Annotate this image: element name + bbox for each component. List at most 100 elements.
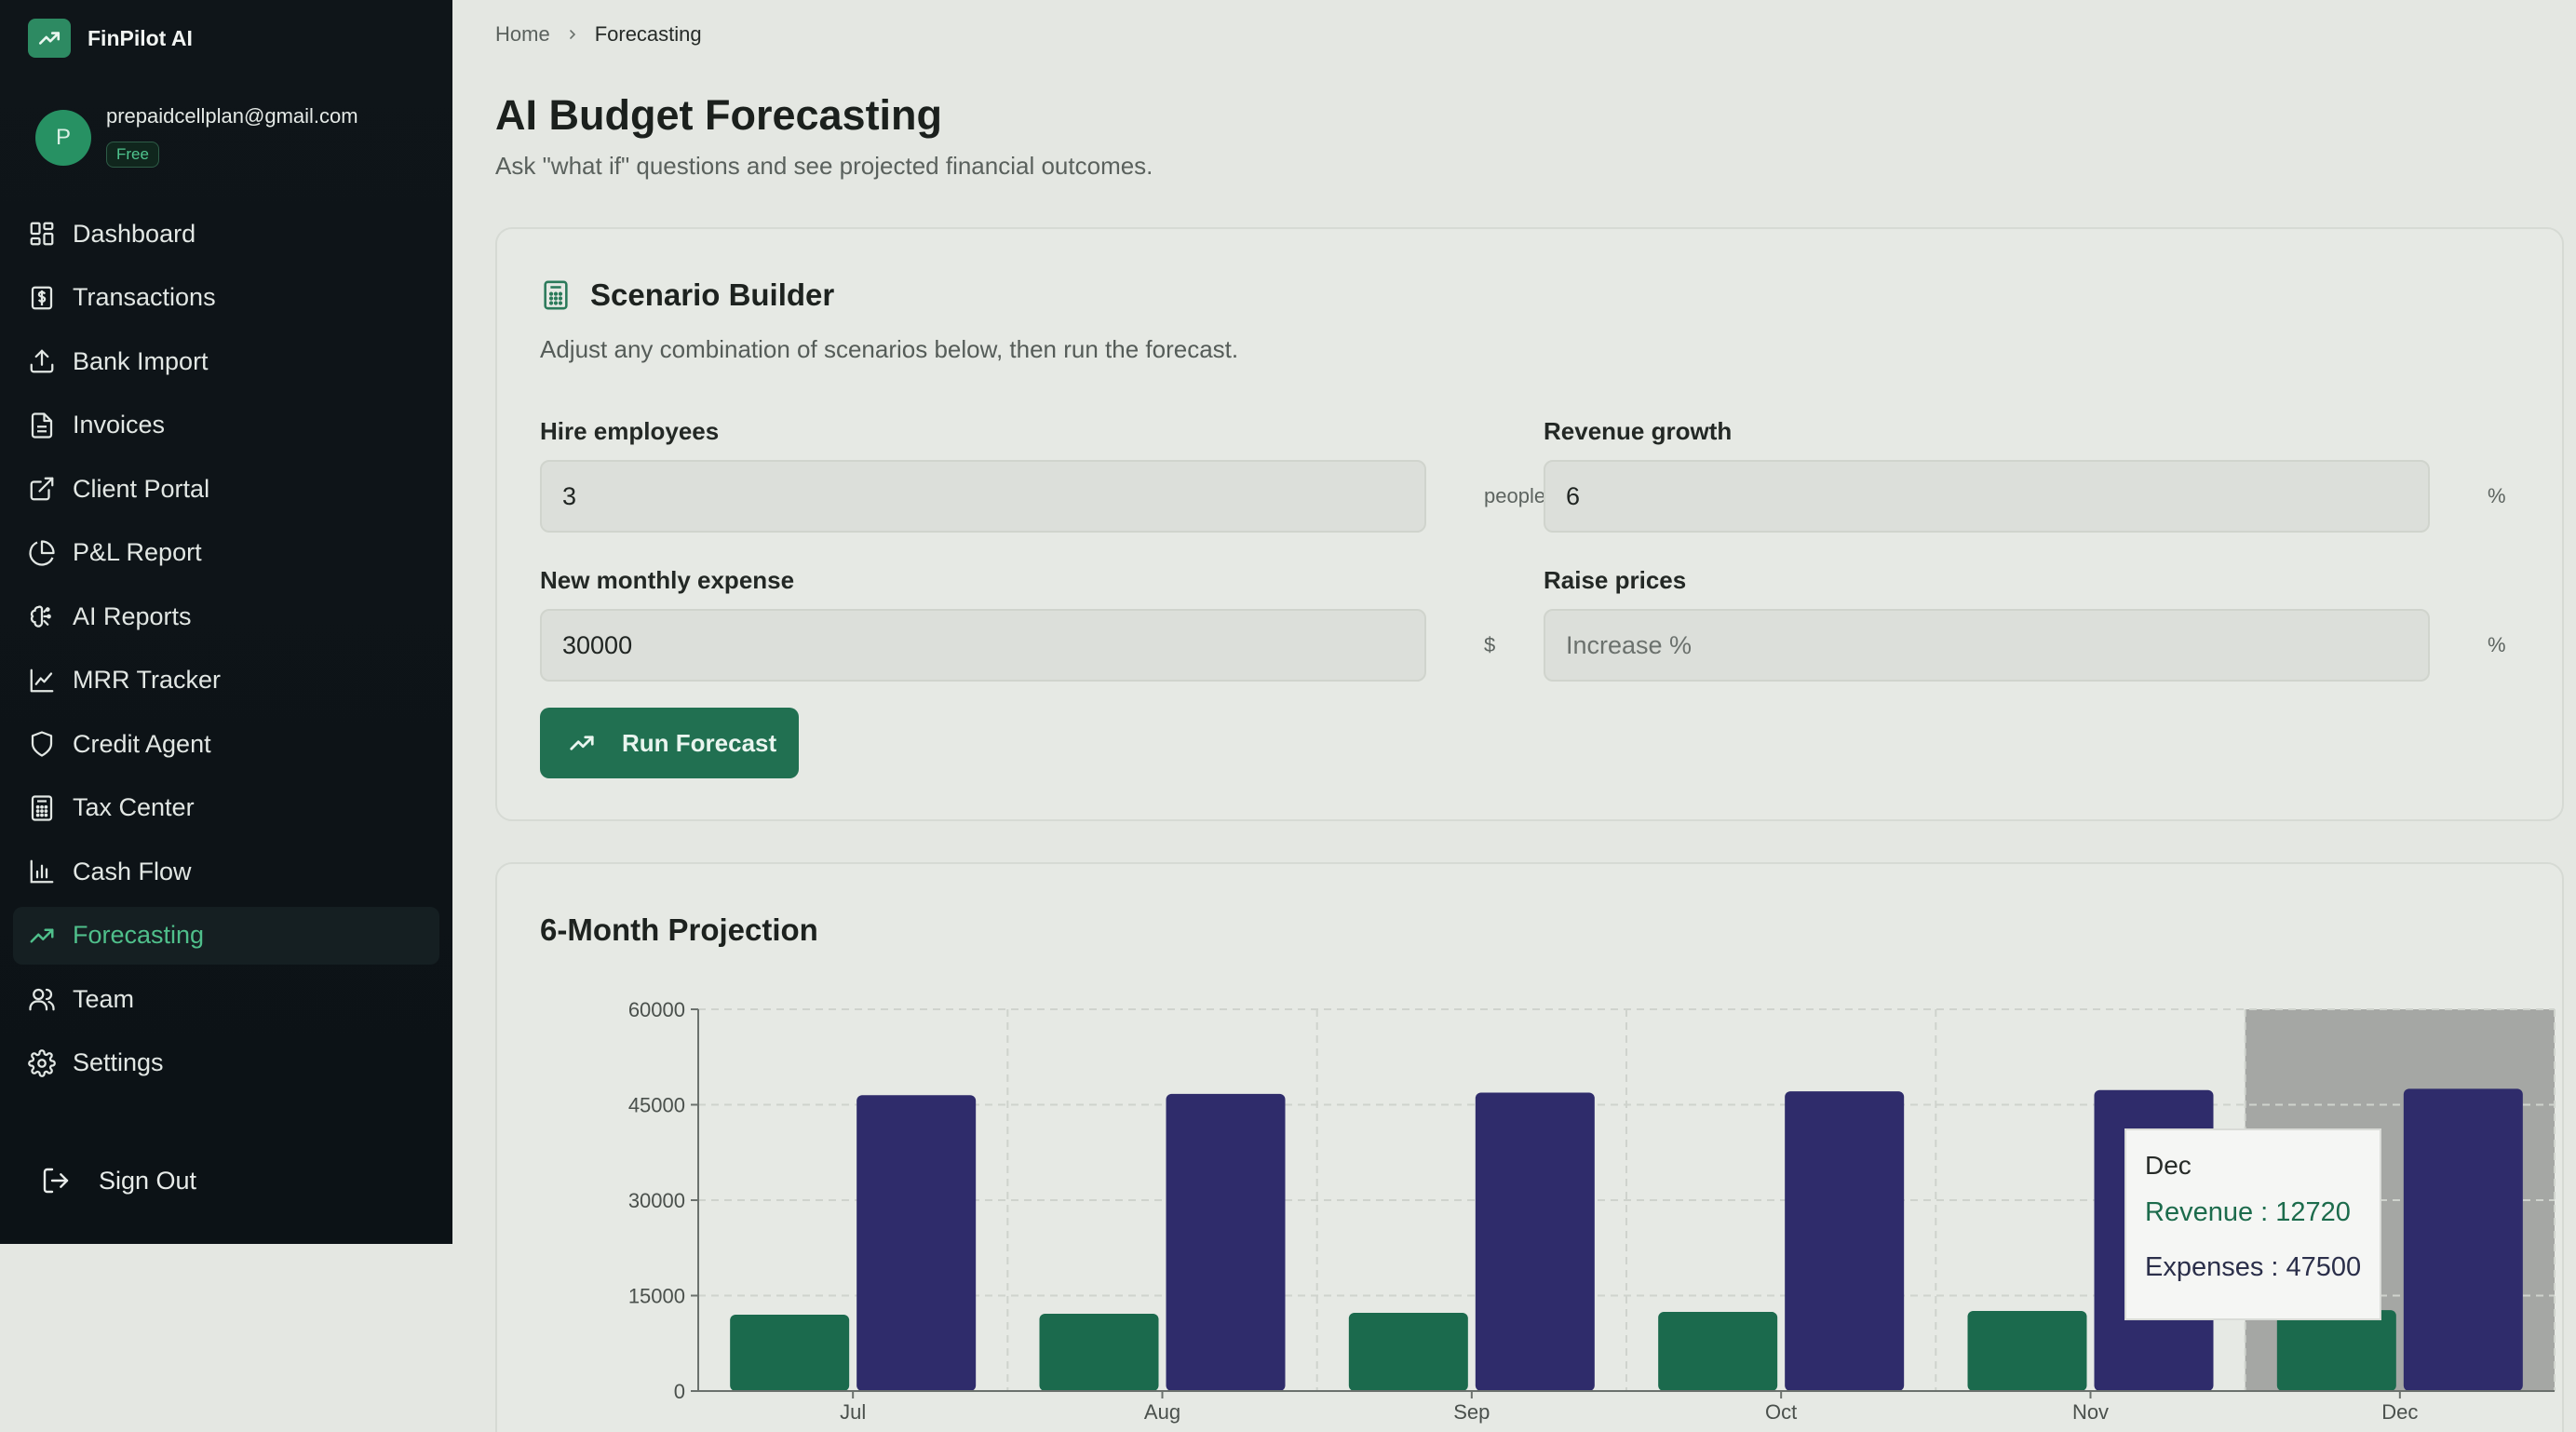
avatar: P <box>35 110 91 166</box>
sidebar-item-ai-reports[interactable]: AI Reports <box>13 588 439 645</box>
y-tick-label: 60000 <box>628 998 685 1021</box>
sidebar-item-label: Team <box>73 984 135 1013</box>
tooltip-expenses: Expenses : 47500 <box>2145 1252 2362 1282</box>
pie-chart-icon <box>29 539 55 566</box>
app-name: FinPilot AI <box>88 25 193 50</box>
brain-icon <box>30 605 51 628</box>
revenue-growth-unit: % <box>2488 484 2506 507</box>
monthly-expense-unit: $ <box>1484 633 1496 656</box>
bar-revenue-nov <box>1967 1311 2087 1391</box>
brand[interactable]: FinPilot AI <box>28 19 193 58</box>
sign-out-label: Sign Out <box>99 1166 197 1195</box>
hire-employees-unit: people <box>1484 484 1546 507</box>
sidebar: FinPilot AI P prepaidcellplan@gmail.com … <box>0 0 452 1244</box>
sign-out-button[interactable]: Sign Out <box>41 1166 196 1196</box>
bar-expenses-oct <box>1785 1091 1905 1391</box>
sidebar-item-forecasting[interactable]: Forecasting <box>13 906 439 965</box>
sidebar-item-dashboard[interactable]: Dashboard <box>13 205 439 263</box>
sidebar-item-team[interactable]: Team <box>13 970 439 1028</box>
sidebar-item-label: MRR Tracker <box>73 666 222 694</box>
shield-icon <box>31 731 53 757</box>
sidebar-item-label: AI Reports <box>73 601 192 630</box>
sidebar-item-label: Dashboard <box>73 219 196 248</box>
y-tick-label: 45000 <box>628 1094 685 1117</box>
run-forecast-button[interactable]: Run Forecast <box>540 708 799 778</box>
calculator-icon <box>31 794 53 821</box>
y-tick-label: 0 <box>674 1380 685 1403</box>
breadcrumb-current: Forecasting <box>594 22 702 46</box>
y-tick-label: 15000 <box>628 1285 685 1308</box>
bar-revenue-dec <box>2276 1310 2396 1391</box>
document-icon <box>31 412 53 439</box>
x-tick-label: Nov <box>2072 1400 2109 1424</box>
scenario-builder-card: Scenario Builder Adjust any combination … <box>495 227 2564 821</box>
sidebar-item-invoices[interactable]: Invoices <box>13 397 439 454</box>
bar-expenses-aug <box>1166 1093 1286 1391</box>
calculator-icon <box>544 280 568 310</box>
bar-expenses-dec <box>2403 1088 2523 1391</box>
sidebar-item-mrr-tracker[interactable]: MRR Tracker <box>13 652 439 709</box>
sidebar-item-label: Invoices <box>73 411 166 439</box>
bar-revenue-sep <box>1348 1313 1468 1391</box>
x-tick-label: Dec <box>2381 1400 2418 1424</box>
raise-prices-unit: % <box>2488 633 2506 656</box>
page-title: AI Budget Forecasting <box>495 91 943 139</box>
scenario-description: Adjust any combination of scenarios belo… <box>540 335 1239 363</box>
sidebar-item-label: Transactions <box>73 283 216 311</box>
bar-revenue-jul <box>730 1315 850 1391</box>
breadcrumb-home[interactable]: Home <box>495 22 550 46</box>
tooltip-label: Dec <box>2145 1151 2192 1180</box>
sidebar-item-credit-agent[interactable]: Credit Agent <box>13 715 439 773</box>
x-tick-label: Jul <box>840 1400 866 1424</box>
sidebar-item-tax-center[interactable]: Tax Center <box>13 779 439 837</box>
raise-prices-label: Raise prices <box>1544 566 1687 594</box>
page-subtitle: Ask "what if" questions and see projecte… <box>495 152 1153 180</box>
sidebar-item-client-portal[interactable]: Client Portal <box>13 460 439 518</box>
breadcrumb: Home Forecasting <box>495 22 702 47</box>
bar-chart-icon <box>30 859 54 884</box>
sidebar-item-label: P&L Report <box>73 538 202 566</box>
dollar-receipt-icon <box>31 286 53 309</box>
monthly-expense-input[interactable] <box>540 609 1426 682</box>
chart-tooltip: Dec Revenue : 12720 Expenses : 47500 <box>2124 1128 2381 1320</box>
logout-icon <box>43 1168 69 1194</box>
user-profile[interactable]: P prepaidcellplan@gmail.com Free <box>35 102 358 168</box>
revenue-growth-input[interactable] <box>1544 460 2430 533</box>
chevron-right-icon <box>569 30 575 39</box>
sidebar-item-cash-flow[interactable]: Cash Flow <box>13 843 439 900</box>
projection-title: 6-Month Projection <box>540 912 818 947</box>
sidebar-item-pl-report[interactable]: P&L Report <box>13 524 439 582</box>
plan-badge: Free <box>106 142 159 168</box>
scenario-title: Scenario Builder <box>590 277 835 312</box>
hire-employees-input[interactable] <box>540 460 1426 533</box>
raise-prices-input[interactable] <box>1544 609 2430 682</box>
trending-up-icon <box>570 736 594 750</box>
dashboard-icon <box>30 222 54 246</box>
trending-up-icon <box>30 928 54 942</box>
y-tick-label: 30000 <box>628 1189 685 1212</box>
trending-up-icon <box>28 19 71 58</box>
main-content: Home Forecasting AI Budget Forecasting A… <box>452 0 2576 1432</box>
x-tick-label: Sep <box>1453 1400 1490 1424</box>
upload-icon <box>30 349 54 373</box>
sidebar-item-label: Cash Flow <box>73 857 192 885</box>
sidebar-nav: Dashboard Transactions Bank Import Invoi… <box>13 205 439 1098</box>
sidebar-item-bank-import[interactable]: Bank Import <box>13 332 439 390</box>
projection-card: 6-Month Projection Jul Aug Sep Oct Nov Dec 0 15… <box>495 862 2564 1432</box>
bar-revenue-aug <box>1039 1314 1159 1391</box>
revenue-growth-label: Revenue growth <box>1544 417 1733 445</box>
monthly-expense-label: New monthly expense <box>540 566 795 594</box>
sidebar-item-settings[interactable]: Settings <box>13 1034 439 1092</box>
sidebar-item-label: Forecasting <box>73 921 205 949</box>
bar-revenue-oct <box>1658 1312 1778 1391</box>
sidebar-item-transactions[interactable]: Transactions <box>13 269 439 327</box>
x-tick-label: Oct <box>1765 1400 1797 1424</box>
bar-expenses-sep <box>1475 1092 1595 1391</box>
line-chart-icon <box>30 669 54 692</box>
run-forecast-label: Run Forecast <box>622 728 777 757</box>
external-link-icon <box>30 477 54 501</box>
sidebar-item-label: Credit Agent <box>73 729 211 758</box>
sidebar-item-label: Bank Import <box>73 346 209 375</box>
hire-employees-label: Hire employees <box>540 417 720 445</box>
users-icon <box>29 988 55 1011</box>
